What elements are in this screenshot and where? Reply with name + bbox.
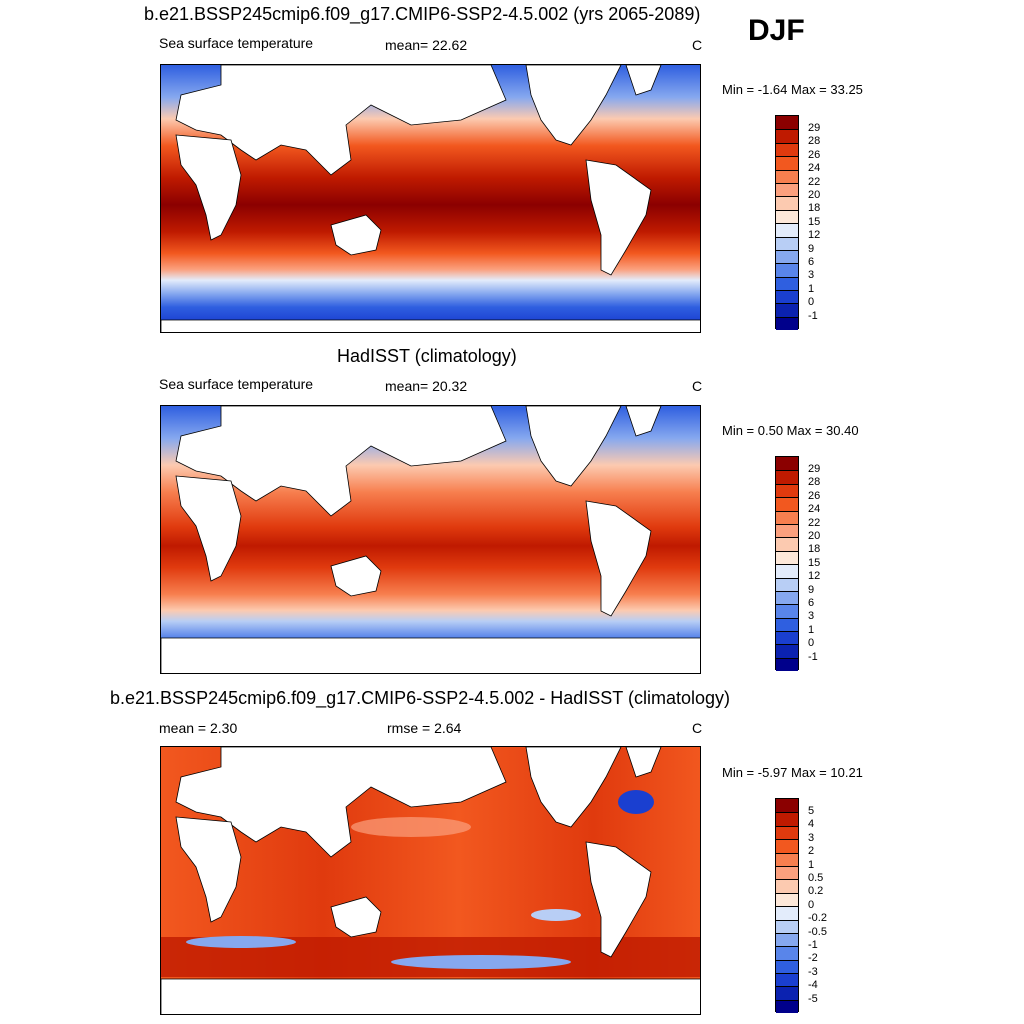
panel-3-rmse: rmse = 2.64	[387, 720, 462, 736]
panel-3-units: C	[692, 720, 703, 736]
panel-1-colorbar-label: 18	[808, 202, 821, 214]
panel-1-colorbar-label: 28	[808, 135, 821, 147]
panel-2-colorbar-label: 9	[808, 584, 815, 596]
panel-3-mean: mean = 2.30	[159, 720, 238, 736]
panel-3-colorbar-label: -3	[808, 966, 818, 978]
panel-2-colorbar-label: 12	[808, 570, 821, 582]
panel-2-colorbar-label: 0	[808, 637, 815, 649]
panel-2-colorbar-label: 20	[808, 530, 821, 542]
panel-2-title: HadISST (climatology)	[337, 346, 517, 366]
panel-1-colorbar	[775, 115, 799, 331]
panel-3-colorbar-label: 0	[808, 899, 815, 911]
panel-1-units: C	[692, 37, 703, 53]
panel-2-colorbar-label: 22	[808, 517, 821, 529]
panel-3-title: b.e21.BSSP245cmip6.f09_g17.CMIP6-SSP2-4.…	[110, 688, 730, 708]
panel-1-colorbar-label: 1	[808, 283, 815, 295]
panel-1-colorbar-label: 22	[808, 176, 821, 188]
panel-3-colorbar-label: 2	[808, 845, 815, 857]
panel-2-map	[160, 405, 701, 674]
panel-2-colorbar	[775, 456, 799, 672]
panel-1-colorbar-label: -1	[808, 310, 818, 322]
panel-3-colorbar-label: -1	[808, 939, 818, 951]
panel-1-minmax: Min = -1.64 Max = 33.25	[722, 82, 863, 97]
panel-1-map	[160, 64, 701, 333]
panel-1-colorbar-label: 20	[808, 189, 821, 201]
panel-3-colorbar-label: 0.2	[808, 885, 824, 897]
panel-3-colorbar-label: -0.2	[808, 912, 827, 924]
panel-2-colorbar-label: 24	[808, 503, 821, 515]
panel-2-variable: Sea surface temperature	[159, 376, 314, 392]
panel-3-colorbar-label: -4	[808, 979, 818, 991]
panel-1-colorbar-label: 9	[808, 243, 815, 255]
panel-2-colorbar-label: 18	[808, 543, 821, 555]
panel-2-colorbar-label: -1	[808, 651, 818, 663]
panel-2-colorbar-label: 28	[808, 476, 821, 488]
panel-2-colorbar-label: 29	[808, 463, 821, 475]
panel-2-mean: mean= 20.32	[385, 378, 468, 394]
panel-2-colorbar-label: 26	[808, 490, 821, 502]
panel-2-colorbar-label: 3	[808, 610, 815, 622]
panel-3-colorbar-label: 5	[808, 805, 815, 817]
panel-2-colorbar-label: 15	[808, 557, 821, 569]
panel-3-colorbar-label: 4	[808, 818, 815, 830]
panel-2-colorbar-label: 1	[808, 624, 815, 636]
panel-1-colorbar-label: 6	[808, 256, 815, 268]
panel-1-colorbar-label: 26	[808, 149, 821, 161]
panel-3-colorbar-label: -5	[808, 993, 818, 1005]
panel-1-colorbar-label: 15	[808, 216, 821, 228]
panel-2-units: C	[692, 378, 703, 394]
panel-3-map	[160, 746, 701, 1015]
panel-3-colorbar	[775, 798, 799, 1014]
panel-3-colorbar-label: 3	[808, 832, 815, 844]
panel-1-colorbar-label: 24	[808, 162, 821, 174]
panel-3-colorbar-label: -2	[808, 952, 818, 964]
panel-3-colorbar-label: 0.5	[808, 872, 824, 884]
panel-2-minmax: Min = 0.50 Max = 30.40	[722, 423, 859, 438]
panel-3-colorbar-label: -0.5	[808, 926, 827, 938]
season-label: DJF	[748, 14, 805, 47]
panel-1-colorbar-label: 3	[808, 269, 815, 281]
panel-1-mean: mean= 22.62	[385, 37, 468, 53]
panel-1-variable: Sea surface temperature	[159, 35, 314, 51]
panel-1-colorbar-label: 0	[808, 296, 815, 308]
panel-3-minmax: Min = -5.97 Max = 10.21	[722, 765, 863, 780]
panel-1-colorbar-label: 12	[808, 229, 821, 241]
panel-3-colorbar-label: 1	[808, 859, 815, 871]
panel-1-colorbar-label: 29	[808, 122, 821, 134]
panel-2-colorbar-label: 6	[808, 597, 815, 609]
panel-1-title: b.e21.BSSP245cmip6.f09_g17.CMIP6-SSP2-4.…	[144, 4, 701, 24]
